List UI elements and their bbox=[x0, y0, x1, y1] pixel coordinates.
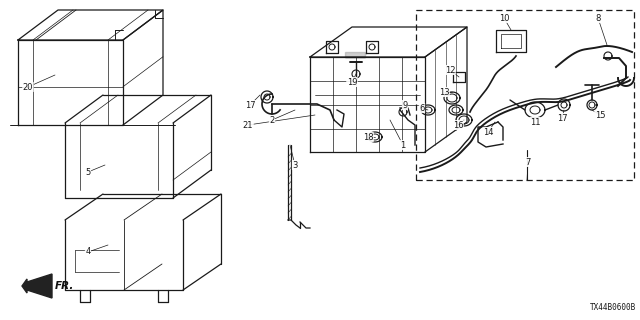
Text: 4: 4 bbox=[85, 247, 91, 257]
Text: 11: 11 bbox=[530, 117, 540, 126]
Polygon shape bbox=[22, 274, 52, 298]
Text: 14: 14 bbox=[483, 127, 493, 137]
Text: 7: 7 bbox=[525, 157, 531, 166]
Text: 15: 15 bbox=[595, 110, 605, 119]
Text: 1: 1 bbox=[401, 140, 406, 149]
Bar bbox=[416, 10, 634, 180]
Text: 21: 21 bbox=[243, 121, 253, 130]
Text: 20: 20 bbox=[23, 83, 33, 92]
Text: 17: 17 bbox=[557, 114, 567, 123]
Text: 2: 2 bbox=[269, 116, 275, 124]
Text: 12: 12 bbox=[445, 66, 455, 75]
Text: 19: 19 bbox=[347, 77, 357, 86]
Text: FR.: FR. bbox=[55, 281, 74, 291]
Text: 3: 3 bbox=[292, 161, 298, 170]
Text: 13: 13 bbox=[438, 87, 449, 97]
Text: TX44B0600B: TX44B0600B bbox=[589, 303, 636, 312]
Text: 18: 18 bbox=[363, 132, 373, 141]
Text: 6: 6 bbox=[419, 103, 425, 113]
Polygon shape bbox=[345, 52, 365, 57]
Text: 17: 17 bbox=[244, 100, 255, 109]
Text: 16: 16 bbox=[452, 121, 463, 130]
Text: 9: 9 bbox=[403, 100, 408, 109]
Text: 5: 5 bbox=[85, 167, 91, 177]
Text: 8: 8 bbox=[595, 13, 601, 22]
Text: 10: 10 bbox=[499, 13, 509, 22]
